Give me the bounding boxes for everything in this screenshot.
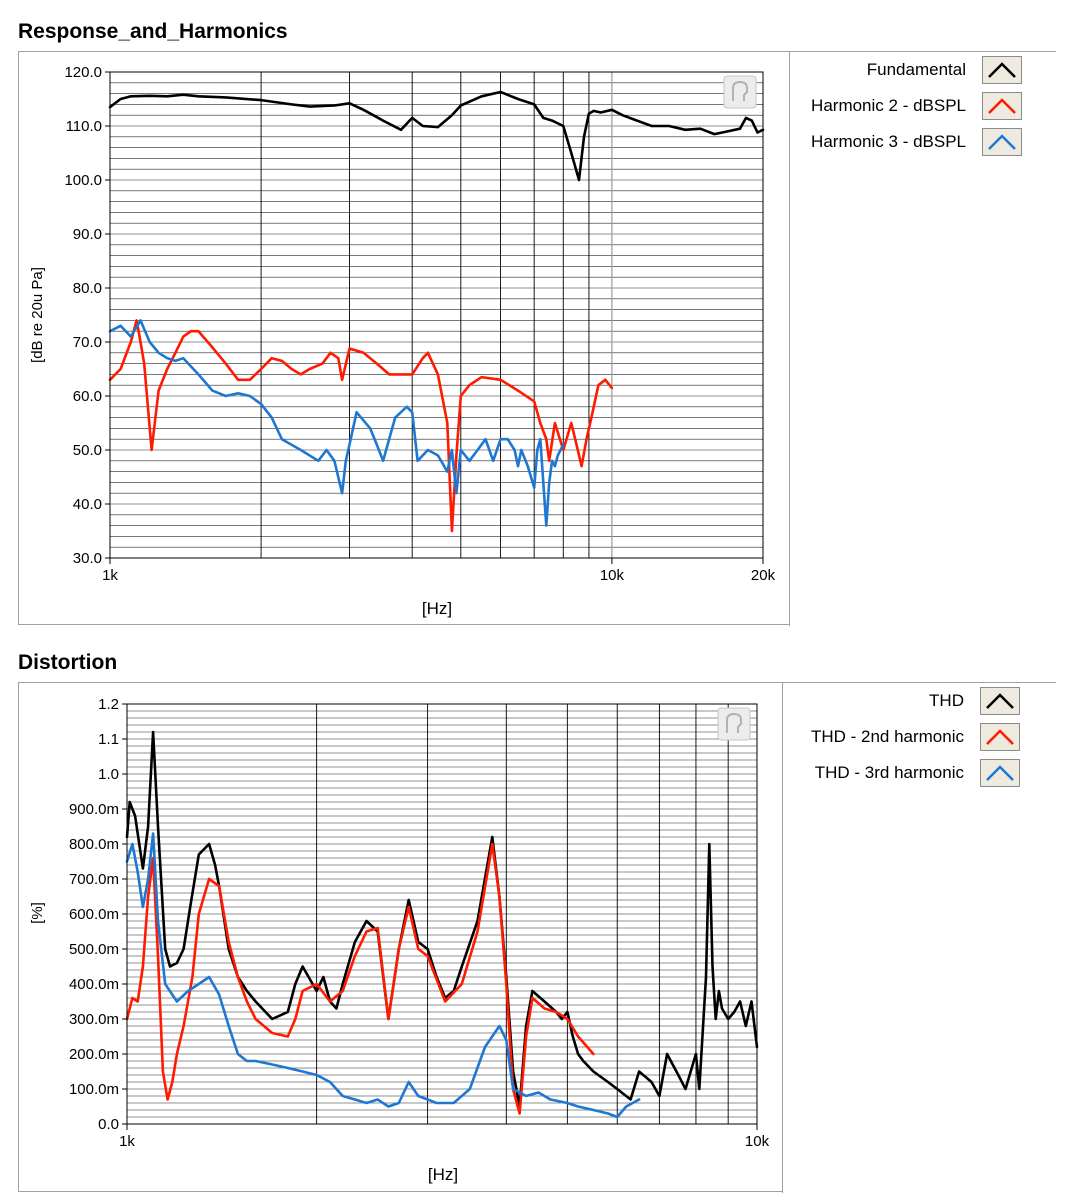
legend-item-fundamental[interactable]: Fundamental [867,55,1022,85]
legend-response: Fundamental Harmonic 2 - dBSPL Harmonic … [790,55,1022,165]
y-tick-label: 50.0 [73,442,102,459]
y-tick-label: 500.0m [69,941,119,958]
series-layer [108,90,765,533]
line-style-swatch-icon[interactable] [980,687,1020,715]
y-tick-label: 30.0 [73,550,102,567]
minor-grid [127,710,757,1118]
x-tick-label: 20k [751,567,776,584]
y-tick-label: 120.0 [64,64,102,81]
legend-label: THD [929,691,964,710]
series-line-3 [108,319,565,527]
x-ticks: 1k 10k [119,1124,770,1150]
legend-label: Harmonic 2 - dBSPL [811,96,966,115]
series-line-2 [108,319,614,533]
y-tick-label: 90.0 [73,226,102,243]
y-tick-label: 700.0m [69,871,119,888]
y-tick-label: 100.0m [69,1081,119,1098]
x-ticks: 1k 10k 20k [102,558,776,584]
y-tick-label: 1.0 [98,766,119,783]
y-tick-label: 900.0m [69,801,119,818]
legend-item-thd-3rd[interactable]: THD - 3rd harmonic [815,758,1020,788]
plot-area-background [110,72,763,558]
y-tick-label: 40.0 [73,496,102,513]
legend-item-harmonic-3[interactable]: Harmonic 3 - dBSPL [811,127,1022,157]
legend-item-harmonic-2[interactable]: Harmonic 2 - dBSPL [811,91,1022,121]
y-tick-label: 600.0m [69,906,119,923]
y-tick-label: 800.0m [69,836,119,853]
plot-area-border [109,71,764,559]
x-axis-label: [Hz] [422,599,452,618]
graph-tool-icon[interactable] [723,75,757,109]
legend-label: THD - 2nd harmonic [810,727,964,746]
y-tick-label: 300.0m [69,1011,119,1028]
y-ticks: 0.0 100.0m 200.0m 300.0m 400.0m 500.0m 600.0m 7… [69,696,127,1133]
y-tick-label: 200.0m [69,1046,119,1063]
major-grid [316,704,729,1124]
graph-frame [18,683,782,1192]
line-style-swatch-icon[interactable] [982,56,1022,84]
y-tick-label: 0.0 [98,1116,119,1133]
y-axis-label: [dB re 20u Pa] [29,267,46,363]
line-style-swatch-icon[interactable] [980,759,1020,787]
series-line-1 [125,730,759,1108]
x-tick-label: 10k [600,567,625,584]
title-divider [18,51,1056,52]
legend-distortion: THD THD - 2nd harmonic THD - 3rd harmoni… [783,686,1020,796]
major-grid [260,72,613,558]
y-ticks: 30.0 40.0 50.0 60.0 70.0 80.0 90.0 100.0 110.0 12… [64,64,110,567]
panel-title-distortion: Distortion [18,651,118,674]
x-tick-label: 1k [119,1133,135,1150]
x-axis-label: [Hz] [428,1165,458,1184]
y-tick-label: 60.0 [73,388,102,405]
line-style-swatch-icon[interactable] [982,92,1022,120]
y-tick-label: 80.0 [73,280,102,297]
x-tick-label: 10k [745,1133,770,1150]
legend-label: Harmonic 3 - dBSPL [811,132,966,151]
legend-label: THD - 3rd harmonic [814,763,964,782]
y-axis-label: [%] [29,902,46,924]
legend-item-thd-2nd[interactable]: THD - 2nd harmonic [811,722,1020,752]
panel-title-response: Response_and_Harmonics [18,20,288,43]
series-layer [125,730,759,1119]
legend-separator [789,52,790,626]
legend-separator [782,683,783,1193]
response-harmonics-chart: 30.0 40.0 50.0 60.0 70.0 80.0 90.0 100.0 110.0 12… [29,64,776,618]
legend-label: Fundamental [866,60,966,79]
title-divider [18,682,1056,683]
y-tick-label: 1.2 [98,696,119,713]
series-line-1 [108,90,765,182]
line-style-swatch-icon[interactable] [980,723,1020,751]
minor-grid [110,82,763,548]
graph-frame [18,52,789,625]
legend-item-thd[interactable]: THD [929,686,1020,716]
y-tick-label: 70.0 [73,334,102,351]
y-tick-label: 1.1 [98,731,119,748]
plot-area-border [126,703,758,1125]
y-tick-label: 100.0 [64,172,102,189]
y-tick-label: 400.0m [69,976,119,993]
y-tick-label: 110.0 [66,118,102,135]
x-tick-label: 1k [102,567,118,584]
graph-tool-icon[interactable] [717,707,751,741]
line-style-swatch-icon[interactable] [982,128,1022,156]
series-line-3 [125,832,641,1119]
distortion-chart: 0.0 100.0m 200.0m 300.0m 400.0m 500.0m 600.0m 7… [29,696,770,1184]
